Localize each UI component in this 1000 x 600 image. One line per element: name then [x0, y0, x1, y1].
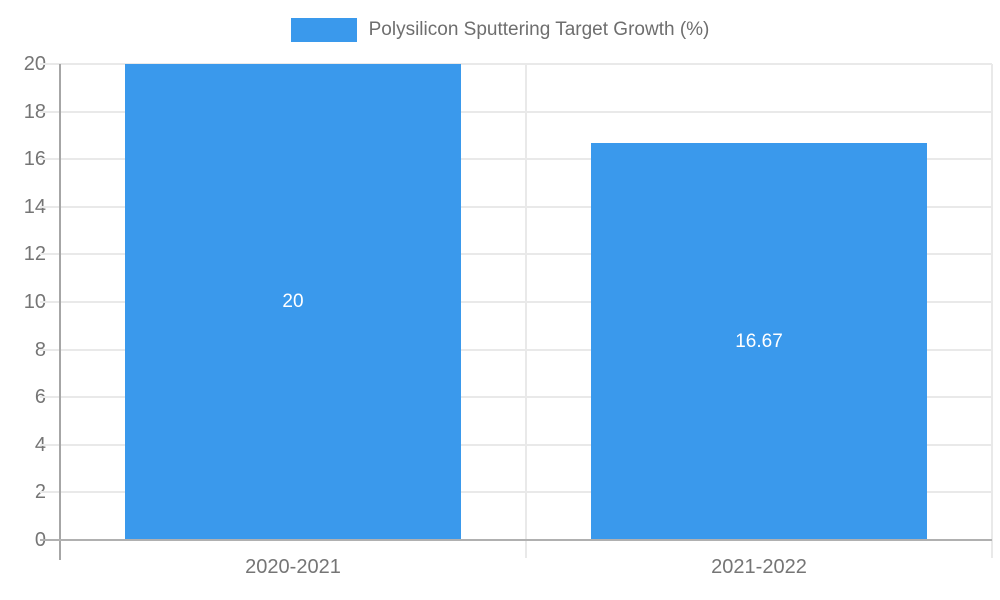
gridline — [40, 63, 992, 65]
gridline — [40, 301, 992, 303]
y-axis-line — [59, 64, 61, 560]
y-tick-label: 10 — [23, 291, 46, 313]
y-tick-label: 16 — [23, 148, 46, 171]
y-tick-label: 12 — [23, 243, 46, 266]
legend-item[interactable]: Polysilicon Sputtering Target Growth (%) — [290, 18, 710, 42]
plot-area: 20 16.67 — [40, 63, 993, 558]
gridline — [40, 443, 992, 446]
gridline — [40, 396, 992, 399]
x-tick-label: 2020-2021 — [245, 556, 341, 578]
bar[interactable]: 16.67 — [591, 143, 927, 540]
x-axis-line — [40, 539, 992, 541]
gridline — [40, 253, 992, 256]
bar-value-label: 20 — [282, 291, 304, 312]
y-tick-label: 14 — [23, 195, 46, 218]
gridline — [40, 348, 992, 351]
gridline — [40, 158, 992, 161]
gridline — [40, 491, 992, 494]
vertical-gridline — [525, 64, 527, 558]
bar[interactable]: 20 — [125, 64, 461, 540]
x-tick-label: 2021-2022 — [711, 556, 807, 578]
gridline — [40, 205, 992, 208]
y-tick-label: 20 — [23, 53, 46, 75]
legend-label: Polysilicon Sputtering Target Growth (%) — [368, 19, 710, 40]
vertical-gridline — [991, 64, 993, 558]
chart-legend: Polysilicon Sputtering Target Growth (%) — [0, 14, 1000, 46]
x-axis-labels: 2020-2021 2021-2022 — [60, 556, 992, 588]
bar-value-label: 16.67 — [735, 330, 783, 352]
gridline — [40, 110, 992, 113]
legend-color-swatch — [290, 18, 357, 42]
y-tick-label: 18 — [23, 100, 46, 123]
